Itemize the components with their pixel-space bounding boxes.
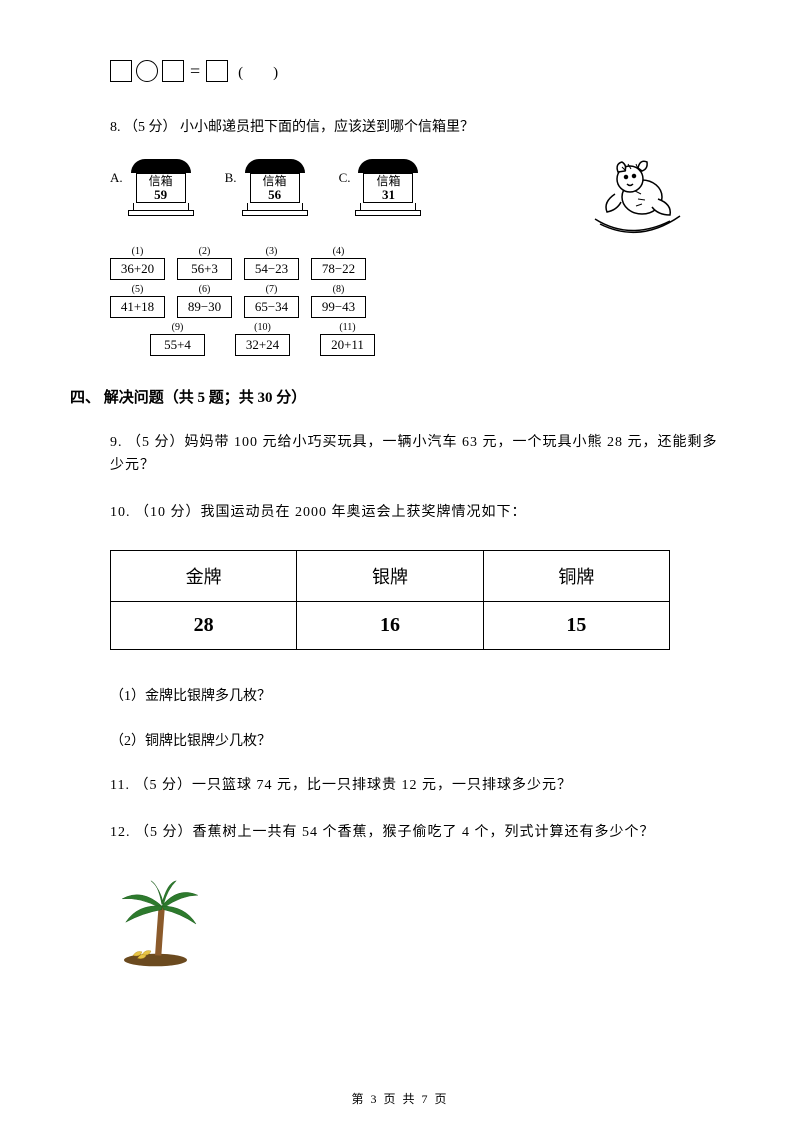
table-header: 金牌	[111, 550, 297, 601]
card-index: (8)	[333, 284, 345, 295]
q8-text: 小小邮递员把下面的信，应该送到哪个信箱里？	[180, 120, 474, 135]
table-header: 铜牌	[483, 550, 669, 601]
table-cell: 16	[297, 601, 483, 649]
question-8: 8. （5 分） 小小邮递员把下面的信，应该送到哪个信箱里？	[110, 117, 730, 139]
card-expr: 56+3	[177, 258, 232, 280]
section-4-heading: 四、 解决问题（共 5 题；共 30 分）	[70, 386, 730, 407]
medal-table: 金牌 银牌 铜牌 28 16 15	[110, 550, 670, 650]
card-expr: 20+11	[320, 334, 375, 356]
circle-icon	[136, 60, 158, 82]
table-row: 28 16 15	[111, 601, 670, 649]
question-9: 9. （5 分）妈妈带 100 元给小巧买玩具，一辆小汽车 63 元，一个玩具小…	[110, 432, 730, 477]
equals-sign: =	[190, 61, 200, 82]
mailbox-number: 56	[268, 187, 281, 202]
paren-blank: ( )	[238, 61, 278, 82]
card-expr: 54−23	[244, 258, 299, 280]
tiger-skiing-icon	[580, 149, 690, 249]
mailbox-letter: A.	[110, 170, 123, 186]
letter-cards: (1)36+20 (2)56+3 (3)54−23 (4)78−22 (5)41…	[110, 246, 730, 356]
table-cell: 15	[483, 601, 669, 649]
table-header: 银牌	[297, 550, 483, 601]
card-row-1: (1)36+20 (2)56+3 (3)54−23 (4)78−22	[110, 246, 730, 280]
mailbox-icon: 信箱56	[241, 159, 309, 216]
mailbox-letter: B.	[225, 170, 237, 186]
mailbox-b: B. 信箱56	[225, 159, 309, 216]
mailbox-number: 59	[154, 187, 167, 202]
card-index: (6)	[199, 284, 211, 295]
q10-sub1: （1）金牌比银牌多几枚？	[110, 685, 730, 705]
mailbox-label-text: 信箱	[376, 174, 400, 188]
card-index: (1)	[132, 246, 144, 257]
table-row: 金牌 银牌 铜牌	[111, 550, 670, 601]
square-icon	[206, 60, 228, 82]
q10-sub2: （2）铜牌比银牌少几枚？	[110, 730, 730, 750]
equation-placeholder: = ( )	[110, 60, 730, 82]
mailbox-label-text: 信箱	[149, 174, 173, 188]
card-index: (7)	[266, 284, 278, 295]
mailbox-diagram: A. 信箱59 B. 信箱56 C. 信箱31	[110, 159, 670, 216]
question-10: 10. （10 分）我国运动员在 2000 年奥运会上获奖牌情况如下：	[110, 502, 730, 524]
square-icon	[162, 60, 184, 82]
card-expr: 89−30	[177, 296, 232, 318]
page-footer: 第 3 页 共 7 页	[0, 1090, 800, 1107]
card-row-2: (5)41+18 (6)89−30 (7)65−34 (8)99−43	[110, 284, 730, 318]
card-index: (5)	[132, 284, 144, 295]
mailbox-letter: C.	[339, 170, 351, 186]
card-index: (4)	[333, 246, 345, 257]
card-index: (11)	[339, 322, 355, 333]
question-12: 12. （5 分）香蕉树上一共有 54 个香蕉，猴子偷吃了 4 个，列式计算还有…	[110, 822, 730, 844]
mailbox-label-text: 信箱	[263, 174, 287, 188]
card-expr: 78−22	[311, 258, 366, 280]
question-11: 11. （5 分）一只篮球 74 元，比一只排球贵 12 元，一只排球多少元？	[110, 775, 730, 797]
q8-number: 8.	[110, 120, 121, 135]
card-index: (9)	[172, 322, 184, 333]
mailbox-number: 31	[382, 187, 395, 202]
mailbox-icon: 信箱31	[354, 159, 422, 216]
mailbox-c: C. 信箱31	[339, 159, 423, 216]
card-expr: 32+24	[235, 334, 290, 356]
palm-tree-icon	[115, 879, 205, 969]
square-icon	[110, 60, 132, 82]
q8-points: （5 分）	[124, 120, 177, 135]
card-expr: 41+18	[110, 296, 165, 318]
card-index: (10)	[254, 322, 271, 333]
card-index: (2)	[199, 246, 211, 257]
card-expr: 99−43	[311, 296, 366, 318]
card-expr: 55+4	[150, 334, 205, 356]
table-cell: 28	[111, 601, 297, 649]
card-expr: 36+20	[110, 258, 165, 280]
mailbox-a: A. 信箱59	[110, 159, 195, 216]
card-index: (3)	[266, 246, 278, 257]
mailbox-icon: 信箱59	[127, 159, 195, 216]
card-expr: 65−34	[244, 296, 299, 318]
card-row-3: (9)55+4 (10)32+24 (11)20+11	[150, 322, 730, 356]
